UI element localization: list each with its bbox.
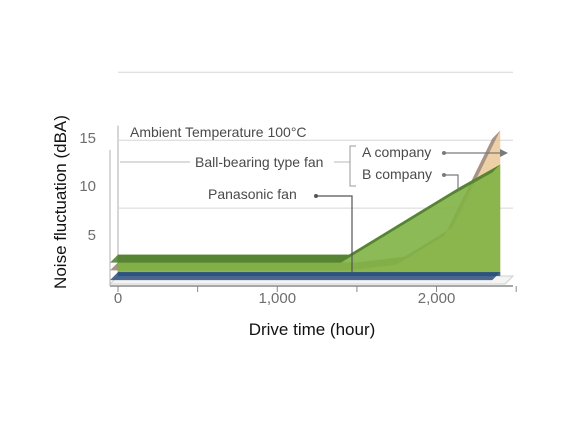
b-company-dot bbox=[442, 173, 446, 177]
annotation-layer: Ambient Temperature 100°C Ball-bearing t… bbox=[120, 124, 508, 272]
company-bracket bbox=[349, 145, 356, 187]
a-company-label: A company bbox=[362, 144, 431, 160]
edge-panasonic-fan bbox=[110, 272, 501, 281]
tick-layer: 0 1,000 2,000 5 10 15 bbox=[79, 130, 517, 307]
panasonic-dot bbox=[314, 194, 318, 198]
y-tick-label: 5 bbox=[88, 227, 96, 244]
a-company-dot bbox=[442, 151, 446, 155]
y-axis-title: Noise fluctuation (dBA) bbox=[51, 115, 70, 289]
y-tick-label: 10 bbox=[79, 178, 96, 195]
area-layer bbox=[110, 130, 501, 281]
x-tick-label: 2,000 bbox=[418, 290, 456, 307]
axis-layer bbox=[109, 149, 513, 287]
ambient-temperature-label: Ambient Temperature 100°C bbox=[130, 124, 307, 140]
area-b-company bbox=[118, 164, 501, 276]
panasonic-leader bbox=[316, 195, 353, 272]
x-tick-label: 1,000 bbox=[259, 290, 297, 307]
b-company-label: B company bbox=[362, 166, 432, 182]
x-axis-title: Drive time (hour) bbox=[249, 320, 376, 339]
panasonic-fan-label: Panasonic fan bbox=[208, 186, 297, 202]
b-company-leader bbox=[444, 174, 459, 190]
ball-bearing-label: Ball-bearing type fan bbox=[195, 154, 323, 170]
a-company-arrow bbox=[500, 149, 508, 157]
y-tick-label: 15 bbox=[79, 130, 96, 147]
x-tick-label: 0 bbox=[114, 290, 122, 307]
